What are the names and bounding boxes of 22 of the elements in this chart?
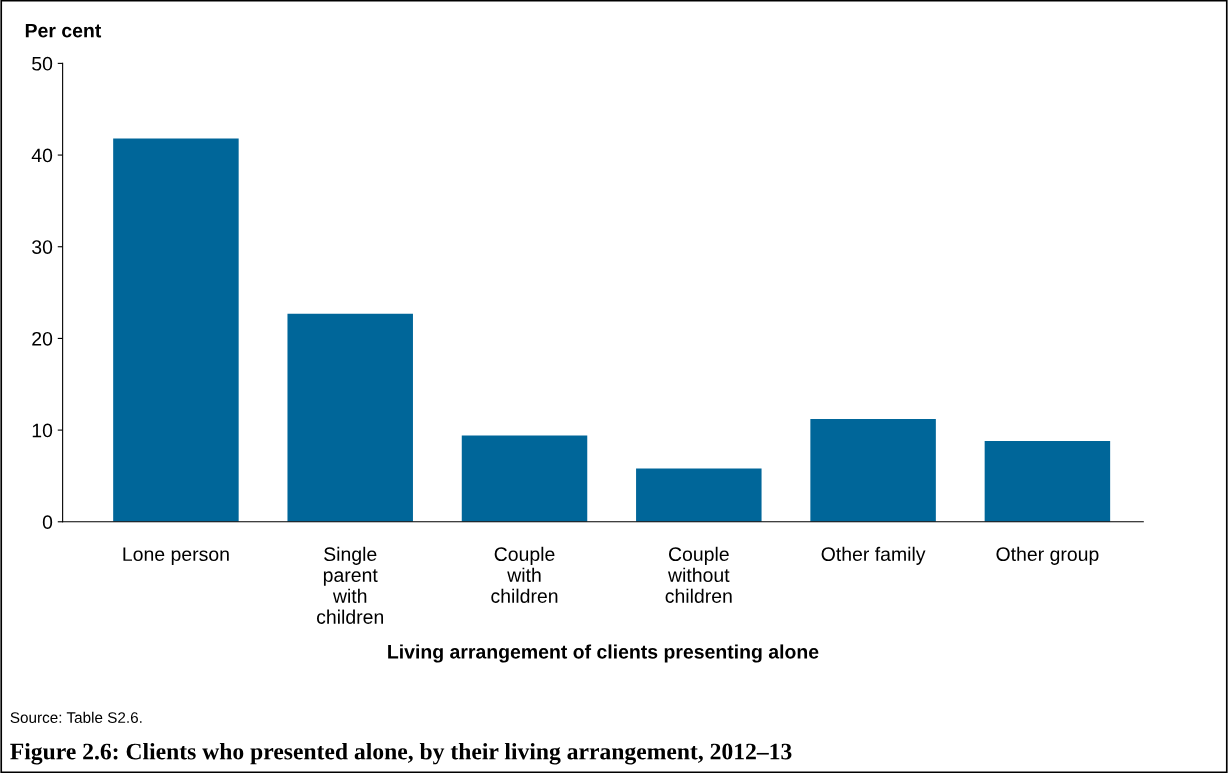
- bar: [636, 468, 762, 522]
- y-axis-title: Per cent: [25, 23, 102, 38]
- bar: [461, 435, 588, 522]
- bar: [113, 138, 239, 522]
- x-tick-label: Other family: [821, 546, 926, 565]
- text: Figure 2.6: Clients who presented alone, by their living arrangement, 2012–13: [10, 742, 792, 765]
- x-tick-label: Other group: [996, 546, 1099, 565]
- x-tick-label: Single parent with children: [317, 546, 383, 624]
- y-tick-label: 0: [42, 515, 53, 530]
- y-tick-label: 50: [32, 56, 53, 71]
- x-axis-title: Living arrangement of clients presenting alone: [388, 644, 819, 663]
- source-note: Source: Table S2.6.: [10, 711, 142, 723]
- x-tick-label: Couple without children: [665, 546, 732, 603]
- x-tick-label: Lone person: [123, 547, 229, 565]
- x-tick-label: Couple with children: [491, 546, 558, 603]
- y-tick-label: 10: [32, 423, 53, 438]
- y-tick-label: 40: [31, 148, 53, 163]
- bar: [984, 441, 1111, 522]
- y-tick-label: 30: [32, 240, 53, 254]
- y-tick-label: 20: [32, 331, 53, 346]
- bar: [810, 419, 936, 522]
- bar: [287, 313, 413, 522]
